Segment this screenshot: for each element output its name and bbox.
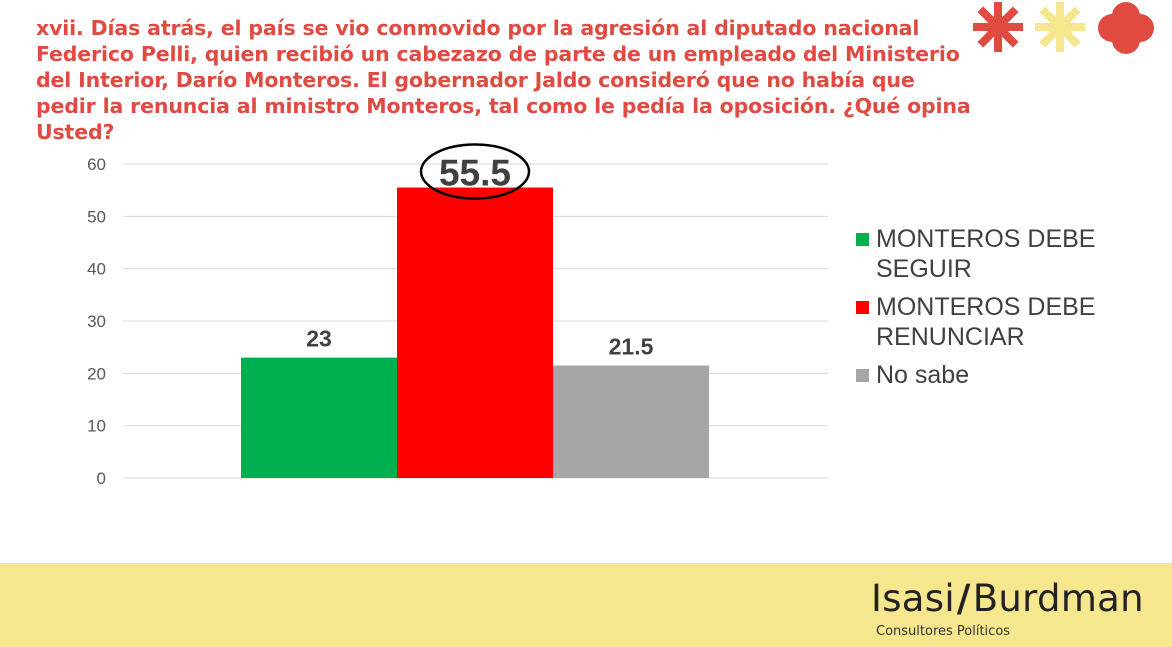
y-tick-label-10: 10 [87, 417, 106, 436]
data-label-0: 23 [306, 326, 332, 352]
asterisk-icon-red [973, 2, 1023, 52]
legend-label-seguir-2: SEGUIR [876, 255, 972, 283]
bar-chart: 0 10 20 30 40 50 60 23 55.5 21.5 [87, 143, 828, 488]
legend-label-seguir-1: MONTEROS DEBE [876, 225, 1096, 253]
decorative-shapes [973, 2, 1154, 54]
legend-item-no-sabe: No sabe [856, 360, 1156, 390]
footer-band [0, 563, 1172, 647]
y-tick-label-40: 40 [87, 260, 106, 279]
brand-subtitle: Consultores Políticos [876, 624, 1011, 639]
question-title: xvii. Días atrás, el país se vio conmovi… [36, 16, 971, 144]
brand-name-left: Isasi [871, 577, 955, 620]
legend-label-renunciar-2: RENUNCIAR [876, 323, 1025, 351]
bar-0 [241, 357, 397, 478]
legend-swatch-red [856, 301, 869, 314]
flower-icon-red [1098, 2, 1154, 54]
bar-2 [553, 365, 709, 478]
legend-swatch-gray [856, 369, 869, 382]
brand-name-right: Burdman [972, 577, 1144, 620]
bar-1 [397, 187, 553, 479]
y-tick-label-30: 30 [87, 312, 106, 331]
legend-label-no-sabe: No sabe [876, 361, 970, 389]
chart-legend: MONTEROS DEBE SEGUIR MONTEROS DEBE RENUN… [856, 224, 1156, 398]
legend-swatch-green [856, 233, 869, 246]
legend-label-renunciar-1: MONTEROS DEBE [876, 293, 1096, 321]
legend-item-renunciar: MONTEROS DEBE RENUNCIAR [856, 292, 1156, 352]
y-tick-label-60: 60 [87, 155, 106, 174]
highlight-ellipse [419, 143, 531, 200]
data-label-1: 55.5 [439, 153, 511, 194]
y-tick-label-0: 0 [97, 469, 106, 488]
brand-slash: / [956, 577, 971, 620]
brand-logo: Isasi/Burdman [871, 577, 1144, 620]
asterisk-icon-yellow [1035, 2, 1085, 52]
y-tick-label-50: 50 [87, 207, 106, 226]
legend-item-seguir: MONTEROS DEBE SEGUIR [856, 224, 1156, 284]
y-tick-label-20: 20 [87, 364, 106, 383]
data-label-2: 21.5 [609, 333, 654, 359]
